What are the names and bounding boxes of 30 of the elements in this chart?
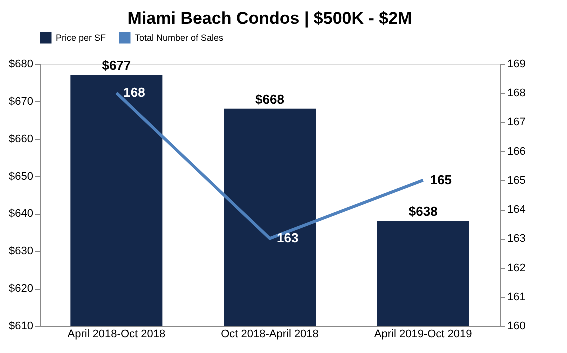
y-tick-label: $660 (9, 133, 34, 146)
y-tick-label: $620 (9, 283, 34, 296)
y2-tick-label: 163 (508, 233, 526, 246)
y-tick-label: $610 (9, 320, 34, 332)
data-label: 165 (430, 172, 452, 188)
y2-tick-label: 165 (508, 174, 526, 187)
y2-tick-label: 166 (508, 146, 526, 158)
y2-tick-label: 164 (508, 204, 526, 216)
y2-tick-label: 168 (508, 88, 526, 100)
data-label: $668 (256, 92, 284, 107)
legend-label: Total Number of Sales (135, 33, 224, 43)
legend-label: Price per SF (56, 33, 107, 43)
y-tick-label: $640 (9, 208, 34, 220)
y-tick-label: $670 (9, 96, 34, 108)
data-label: 163 (277, 230, 299, 246)
y2-tick-label: 160 (508, 320, 526, 332)
y-tick-label: $630 (9, 246, 34, 258)
data-label: $638 (408, 204, 438, 220)
y2-tick-label: 161 (508, 291, 526, 304)
y-tick-label: $650 (9, 170, 34, 183)
chart-title: Miami Beach Condos | $500K - $2M (128, 9, 412, 28)
data-label: $677 (102, 58, 132, 74)
x-tick-label: April 2019-Oct 2019 (374, 328, 472, 340)
y-tick-label: $680 (9, 58, 34, 70)
y2-tick-label: 167 (508, 116, 526, 129)
data-label: 168 (124, 85, 146, 100)
x-tick-label: April 2018-Oct 2018 (68, 328, 166, 340)
y2-tick-label: 169 (508, 58, 526, 70)
x-tick-label: Oct 2018-April 2018 (221, 328, 319, 340)
y2-tick-label: 162 (508, 262, 526, 274)
